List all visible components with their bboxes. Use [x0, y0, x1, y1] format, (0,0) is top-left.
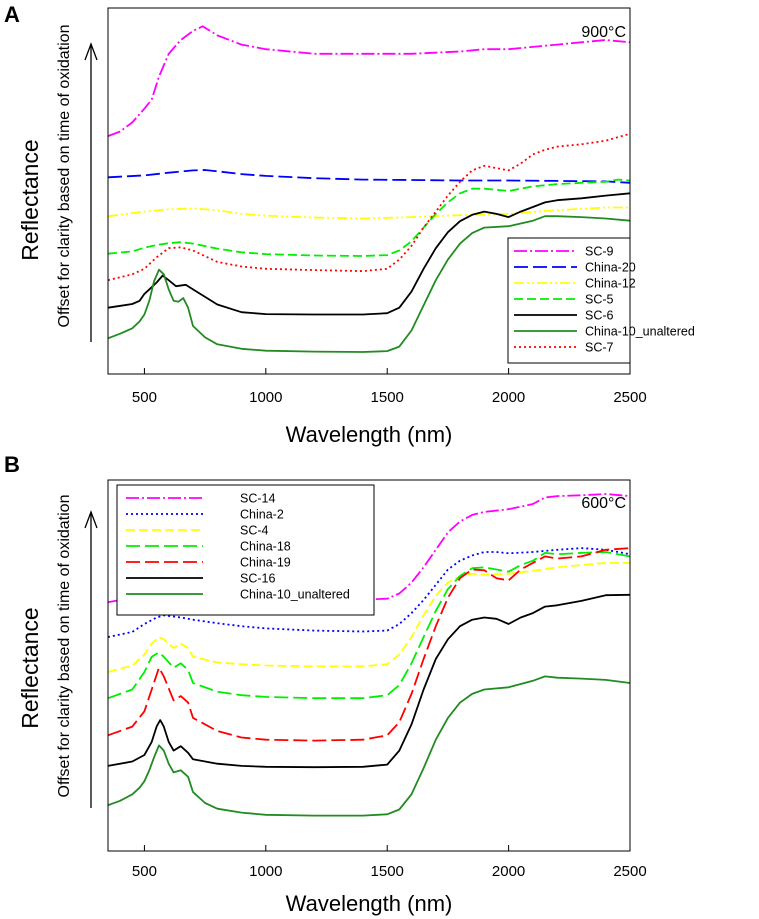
panel-a-series-sc-5	[107, 178, 631, 257]
panel-b-x-axis-label: Wavelength (nm)	[286, 891, 453, 916]
panel-a-legend: SC-9 China-20 China-12 SC-5 SC-6 China-10_una…	[507, 237, 695, 364]
panel-b-series-china-19	[107, 547, 631, 742]
panel-b-x-tick-label-2000: 2000	[492, 863, 525, 880]
panel-a-series	[107, 25, 631, 353]
panel-a-legend-label-china-12: China-12	[585, 277, 636, 291]
panel-a-series-china-12	[107, 206, 630, 220]
panel-a-legend-label-sc-7: SC-7	[585, 341, 614, 355]
panel-b-series-china-18	[107, 551, 631, 700]
panel-a-legend-label-china-20: China-20	[585, 261, 636, 275]
panel-b-legend-label-sc-4: SC-4	[240, 524, 269, 538]
panel-a-legend-box	[507, 237, 631, 364]
panel-b-offset-arrow	[84, 510, 98, 808]
panel-b-x-tick-label-1000: 1000	[249, 863, 282, 880]
panel-a-series-china-10-unaltered	[107, 215, 631, 353]
panel-b-series-china-10-unaltered	[107, 675, 631, 817]
panel-a-x-tick-label-2000: 2000	[492, 389, 525, 406]
panel-a-plot-frame	[107, 7, 631, 375]
panel-b-legend: SC-14 China-2 SC-4 China-18 China-19 SC-16 Chi…	[116, 484, 375, 616]
panel-b-temperature-label: 600°C	[581, 495, 626, 512]
panel-b-legend-label-sc-16: SC-16	[240, 572, 275, 586]
panel-b-x-tick-label-1500: 1500	[371, 863, 404, 880]
panel-a-temperature-label: 900°C	[581, 24, 626, 41]
panel-b-series-sc-16	[107, 593, 631, 769]
panel-b-legend-label-china-18: China-18	[240, 540, 291, 554]
panel-a-x-tick-label-1500: 1500	[371, 389, 404, 406]
panel-b-legend-label-china-2: China-2	[240, 508, 284, 522]
panel-a-y-axis-label: Reflectance	[17, 139, 43, 260]
panel-a-series-sc-9	[107, 25, 631, 137]
panel-a-y-axis-note: Offset for clarity based on time of oxid…	[56, 25, 73, 328]
panel-b-series-china-2	[107, 547, 631, 638]
panel-b-y-axis-note: Offset for clarity based on time of oxid…	[56, 495, 73, 798]
panel-a-series-china-20	[107, 169, 631, 184]
panel-a-legend-label-sc-5: SC-5	[585, 293, 614, 307]
panel-b-y-axis-label: Reflectance	[17, 607, 43, 728]
panel-a-label: A	[4, 2, 20, 27]
panel-b-series-sc-4	[107, 562, 630, 673]
panel-b-x-tick-label-500: 500	[132, 863, 157, 880]
panel-a-x-ticks: 500 1000 1500 2000 2500	[132, 368, 647, 406]
panel-b-legend-label-china-19: China-19	[240, 556, 291, 570]
panel-a-legend-label-sc-9: SC-9	[585, 245, 614, 259]
panel-a-x-axis-label: Wavelength (nm)	[286, 422, 453, 447]
panel-a-series-sc-6	[107, 192, 631, 316]
panel-b-legend-label-sc-14: SC-14	[240, 492, 275, 506]
panel-b-x-tick-label-2500: 2500	[613, 863, 646, 880]
panel-a-series-sc-7	[107, 132, 631, 282]
panel-a-offset-arrow	[84, 42, 98, 342]
panel-a: A 900°C 500 1000 1500 2000 2500 Wavelength (…	[4, 2, 695, 447]
panel-b-legend-label-china-10-unaltered: China-10_unaltered	[240, 588, 350, 602]
panel-b: B 600°C 500 1000 1500 2000 2500 Wavelength (…	[4, 452, 647, 916]
panel-a-x-tick-label-2500: 2500	[613, 389, 646, 406]
panel-b-label: B	[4, 452, 20, 477]
panel-a-legend-label-sc-6: SC-6	[585, 309, 614, 323]
panel-a-legend-label-china-10-unaltered: China-10_unaltered	[585, 325, 695, 339]
panel-a-x-tick-label-1000: 1000	[249, 389, 282, 406]
panel-b-plot-frame	[107, 479, 631, 852]
panel-b-x-ticks: 500 1000 1500 2000 2500	[132, 845, 647, 880]
panel-a-x-tick-label-500: 500	[132, 389, 157, 406]
